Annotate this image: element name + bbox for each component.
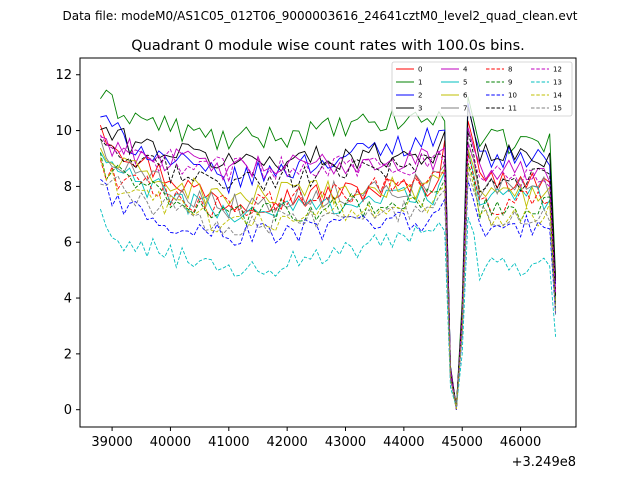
legend-label: 0 — [418, 66, 422, 74]
x-tick-label: 40000 — [150, 435, 191, 450]
legend-label: 8 — [508, 66, 512, 74]
legend-label: 9 — [508, 79, 512, 87]
legend-label: 3 — [418, 105, 422, 113]
series-line-0 — [99, 120, 557, 405]
x-tick-label: 43000 — [325, 435, 366, 450]
figure-suptitle: Data file: modeM0/AS1C05_012T06_90000036… — [62, 9, 577, 23]
y-tick-label: 4 — [64, 292, 72, 307]
series-line-8 — [99, 153, 557, 410]
x-tick-label: 46000 — [500, 435, 541, 450]
legend-label: 15 — [553, 105, 562, 113]
legend-box — [391, 61, 573, 117]
legend-label: 1 — [418, 79, 422, 87]
legend-label: 12 — [553, 66, 562, 74]
series-line-11 — [100, 131, 557, 407]
series-line-6 — [99, 147, 557, 410]
x-tick-label: 42000 — [266, 435, 307, 450]
legend-label: 10 — [508, 92, 517, 100]
x-axis-offset-label: +3.249e8 — [512, 455, 576, 470]
legend-label: 14 — [553, 92, 562, 100]
series-line-15 — [100, 171, 557, 407]
series-layer — [99, 89, 557, 410]
y-tick-label: 6 — [64, 236, 72, 251]
x-tick-label: 39000 — [91, 435, 132, 450]
x-tick-label: 41000 — [208, 435, 249, 450]
series-line-4 — [100, 127, 557, 410]
series-line-7 — [99, 138, 557, 407]
chart-title: Quadrant 0 module wise count rates with … — [131, 38, 525, 54]
series-line-3 — [100, 106, 557, 408]
legend-label: 5 — [463, 79, 467, 87]
legend-label: 6 — [463, 92, 468, 100]
series-line-10 — [100, 178, 557, 410]
y-tick-label: 0 — [64, 403, 72, 418]
series-line-13 — [99, 208, 557, 408]
series-line-1 — [100, 89, 557, 408]
x-tick-label: 45000 — [442, 435, 483, 450]
legend-label: 2 — [418, 92, 422, 100]
legend-label: 13 — [553, 79, 562, 87]
series-line-12 — [100, 134, 557, 409]
series-line-2 — [100, 103, 557, 410]
legend-label: 11 — [508, 105, 517, 113]
legend-label: 4 — [463, 66, 468, 74]
y-tick-label: 2 — [64, 347, 72, 362]
y-tick-label: 8 — [64, 180, 72, 195]
y-tick-label: 12 — [55, 68, 72, 83]
legend-label: 7 — [463, 105, 467, 113]
x-tick-label: 44000 — [383, 435, 424, 450]
series-line-9 — [99, 152, 557, 407]
series-line-14 — [99, 157, 557, 410]
ticks-layer: 39000 40000 41000 42000 43000 44000 45000 46000… — [55, 68, 541, 450]
y-tick-label: 10 — [55, 124, 72, 139]
